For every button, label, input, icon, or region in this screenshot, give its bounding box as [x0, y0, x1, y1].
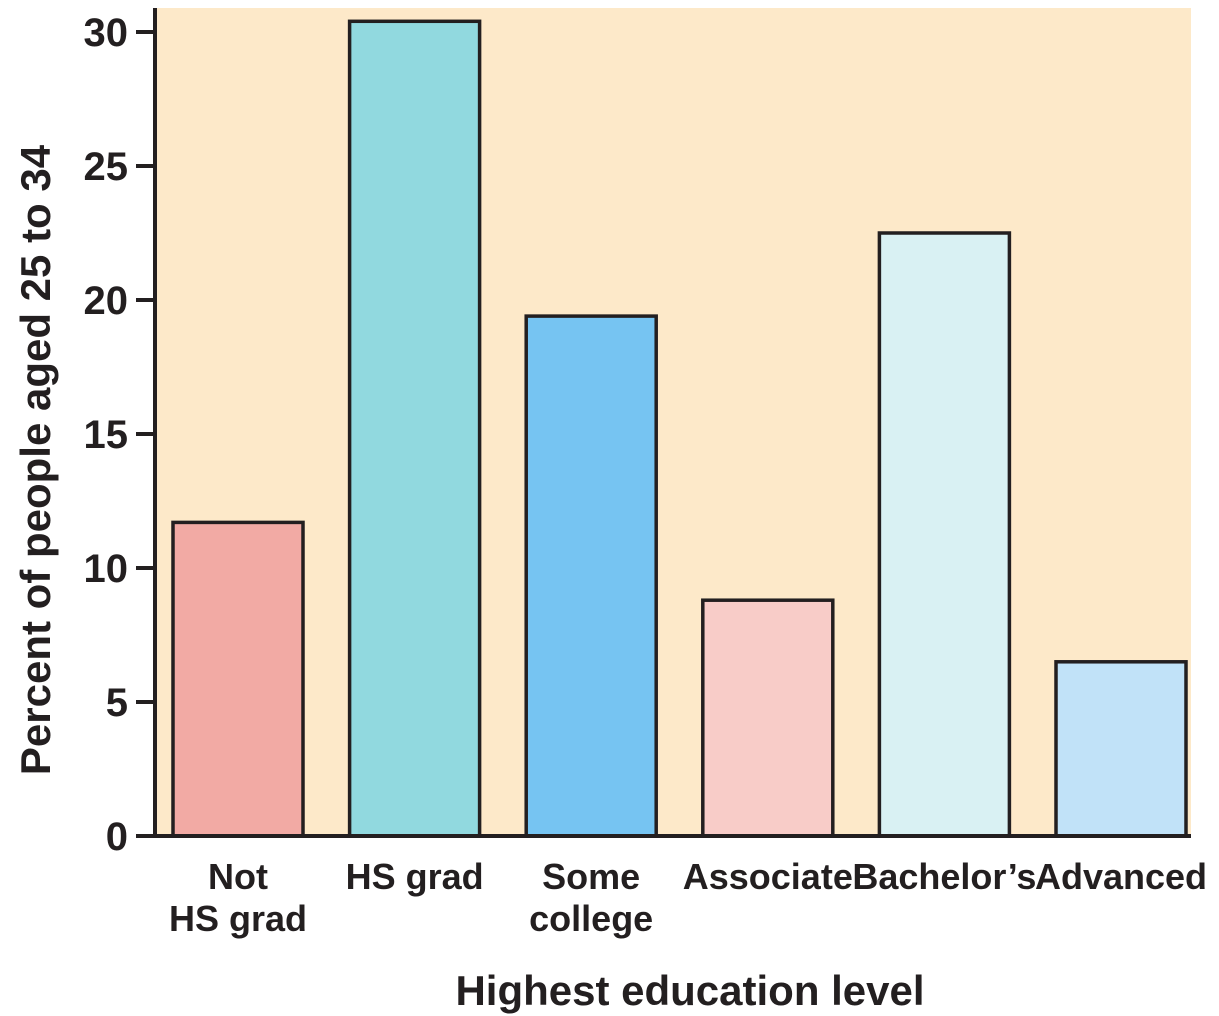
- y-tick-label: 30: [84, 11, 129, 55]
- x-labels-group: Not HS grad HS grad Some college Associate Bac…: [169, 856, 1207, 939]
- bar-2: [524, 314, 658, 838]
- x-category-label: HS grad: [346, 856, 484, 897]
- bars-group: [171, 19, 1188, 838]
- y-tick-label: 5: [106, 681, 128, 725]
- bar-0: [171, 520, 305, 838]
- x-category-label: Not HS grad: [169, 856, 307, 939]
- y-axis-title: Percent of people aged 25 to 34: [12, 144, 59, 775]
- bar-5: [1054, 660, 1188, 838]
- y-tick-label: 25: [84, 145, 129, 189]
- bar-3: [701, 598, 835, 838]
- x-category-label: Advanced: [1035, 856, 1207, 897]
- x-category-label: Bachelor’s: [852, 856, 1036, 897]
- y-tick-label: 10: [84, 547, 129, 591]
- x-category-label: Some college: [529, 856, 653, 939]
- x-axis-title: Highest education level: [455, 967, 924, 1014]
- y-tick-label: 20: [84, 279, 129, 323]
- y-tick-label: 15: [84, 413, 129, 457]
- bar-1: [347, 19, 482, 838]
- y-ticks-group: 0 5 10 15 20 25 30: [84, 11, 155, 859]
- bar-4: [877, 231, 1012, 838]
- x-category-label: Associate: [683, 856, 853, 897]
- plot-background: [155, 8, 1191, 836]
- y-tick-label: 0: [106, 815, 128, 859]
